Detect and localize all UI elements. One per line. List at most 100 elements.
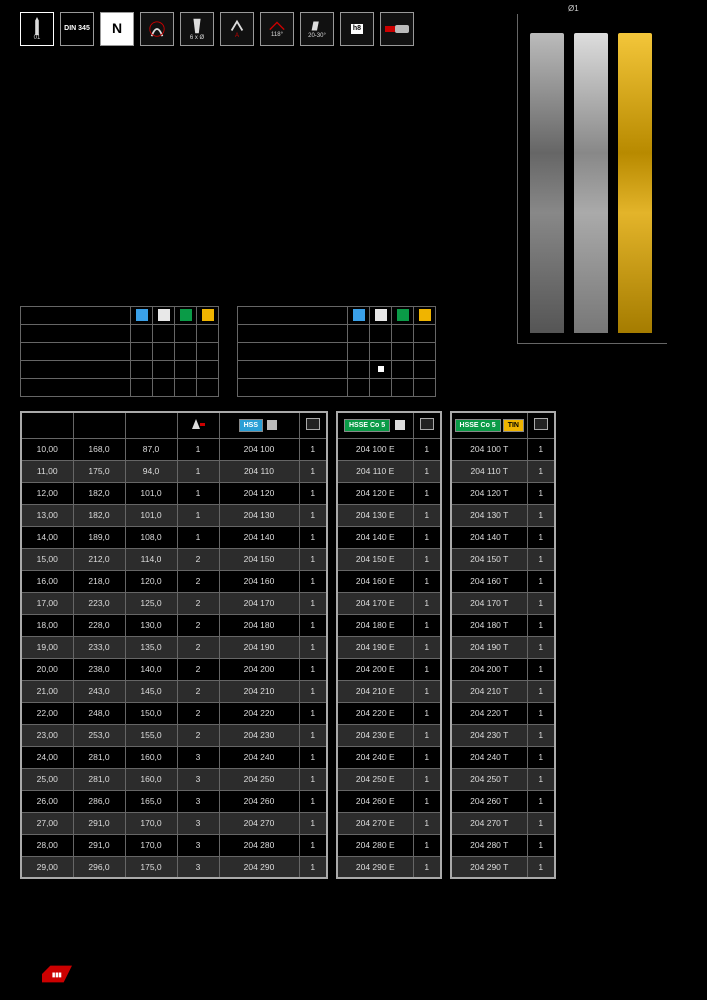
table-row: 204 280 T1 xyxy=(451,834,555,856)
cell-d1: 13,00 xyxy=(21,504,73,526)
cell-mk: 2 xyxy=(177,658,219,680)
col-l1 xyxy=(73,412,125,438)
cell-e_q: 1 xyxy=(413,570,441,592)
table-row: 14,00189,0108,01204 1401 xyxy=(21,526,327,548)
cell-hss_q: 1 xyxy=(299,438,327,460)
cell-e: 204 120 E xyxy=(337,482,413,504)
cell-d1: 14,00 xyxy=(21,526,73,548)
cell-hss_q: 1 xyxy=(299,856,327,878)
compat-row-label xyxy=(21,343,131,361)
compat-cell xyxy=(348,325,370,343)
cell-t_q: 1 xyxy=(527,504,555,526)
cell-t: 204 220 T xyxy=(451,702,527,724)
cell-hss_q: 1 xyxy=(299,636,327,658)
compat-cell xyxy=(131,361,153,379)
cell-e_q: 1 xyxy=(413,834,441,856)
cell-t: 204 110 T xyxy=(451,460,527,482)
main-table-hsse: HSSE Co 5 204 100 E1204 110 E1204 120 E1… xyxy=(336,411,442,879)
cell-t: 204 130 T xyxy=(451,504,527,526)
cell-t: 204 270 T xyxy=(451,812,527,834)
cell-e_q: 1 xyxy=(413,790,441,812)
table-row: 23,00253,0155,02204 2301 xyxy=(21,724,327,746)
tin-body: 204 100 T1204 110 T1204 120 T1204 130 T1… xyxy=(451,438,555,878)
table-row: 204 140 E1 xyxy=(337,526,441,548)
table-row: 11,00175,094,01204 1101 xyxy=(21,460,327,482)
cell-e: 204 100 E xyxy=(337,438,413,460)
cell-hss: 204 230 xyxy=(219,724,299,746)
cell-mk: 2 xyxy=(177,548,219,570)
compat-cell xyxy=(414,343,436,361)
cell-l2: 135,0 xyxy=(125,636,177,658)
compat-cell xyxy=(414,325,436,343)
swatch-silver-icon xyxy=(158,309,170,321)
hsse-body: 204 100 E1204 110 E1204 120 E1204 130 E1… xyxy=(337,438,441,878)
cell-hss: 204 140 xyxy=(219,526,299,548)
compat-cell xyxy=(414,361,436,379)
compat-row-label xyxy=(238,361,348,379)
table-row: 204 150 T1 xyxy=(451,548,555,570)
cell-e_q: 1 xyxy=(413,680,441,702)
helix-angle-icon: 20-30° xyxy=(300,12,334,46)
diameter-label: Ø1 xyxy=(568,4,579,13)
cell-l2: 160,0 xyxy=(125,746,177,768)
cell-l2: 155,0 xyxy=(125,724,177,746)
compat-cell xyxy=(175,325,197,343)
compat-cell xyxy=(175,379,197,397)
table-row: 204 110 T1 xyxy=(451,460,555,482)
length-label: 6 x Ø xyxy=(190,35,204,42)
table-row: 25,00281,0160,03204 2501 xyxy=(21,768,327,790)
cell-t_q: 1 xyxy=(527,724,555,746)
compat-cell xyxy=(153,379,175,397)
cell-e: 204 160 E xyxy=(337,570,413,592)
cell-e: 204 110 E xyxy=(337,460,413,482)
table-row: 204 140 T1 xyxy=(451,526,555,548)
cell-l1: 243,0 xyxy=(73,680,125,702)
cell-e_q: 1 xyxy=(413,592,441,614)
cell-l2: 125,0 xyxy=(125,592,177,614)
cell-hss_q: 1 xyxy=(299,812,327,834)
cell-d1: 25,00 xyxy=(21,768,73,790)
cell-l2: 87,0 xyxy=(125,438,177,460)
cell-l2: 130,0 xyxy=(125,614,177,636)
cell-e: 204 170 E xyxy=(337,592,413,614)
cell-e_q: 1 xyxy=(413,702,441,724)
cell-d1: 19,00 xyxy=(21,636,73,658)
col-tin: HSSE Co 5TIN xyxy=(451,412,527,438)
cell-hss: 204 160 xyxy=(219,570,299,592)
cell-l1: 238,0 xyxy=(73,658,125,680)
table-row: 204 100 E1 xyxy=(337,438,441,460)
cell-hss: 204 210 xyxy=(219,680,299,702)
cell-e: 204 180 E xyxy=(337,614,413,636)
page-number: 01 xyxy=(34,35,41,42)
cell-l1: 248,0 xyxy=(73,702,125,724)
cell-hss: 204 260 xyxy=(219,790,299,812)
cell-hss_q: 1 xyxy=(299,526,327,548)
compat-cell xyxy=(414,379,436,397)
din-label: DIN 345 xyxy=(64,25,90,33)
cell-t: 204 170 T xyxy=(451,592,527,614)
swatch-yellow-icon xyxy=(419,309,431,321)
cell-l1: 189,0 xyxy=(73,526,125,548)
compat-row-label xyxy=(21,361,131,379)
table-row: 204 260 E1 xyxy=(337,790,441,812)
package-icon xyxy=(306,418,320,430)
cell-t_q: 1 xyxy=(527,548,555,570)
cell-l2: 120,0 xyxy=(125,570,177,592)
cell-e: 204 250 E xyxy=(337,768,413,790)
cell-t: 204 180 T xyxy=(451,614,527,636)
table-row: 26,00286,0165,03204 2601 xyxy=(21,790,327,812)
col-mk xyxy=(177,412,219,438)
cell-l1: 281,0 xyxy=(73,746,125,768)
compat-row-label xyxy=(238,325,348,343)
cell-e_q: 1 xyxy=(413,636,441,658)
cell-mk: 2 xyxy=(177,702,219,724)
tin-badge: TIN xyxy=(503,419,524,432)
compat-cell xyxy=(392,379,414,397)
cell-mk: 1 xyxy=(177,482,219,504)
cell-mk: 2 xyxy=(177,614,219,636)
cell-l1: 212,0 xyxy=(73,548,125,570)
table-row: 204 190 E1 xyxy=(337,636,441,658)
cell-hss: 204 150 xyxy=(219,548,299,570)
table-row: 24,00281,0160,03204 2401 xyxy=(21,746,327,768)
cell-e_q: 1 xyxy=(413,812,441,834)
